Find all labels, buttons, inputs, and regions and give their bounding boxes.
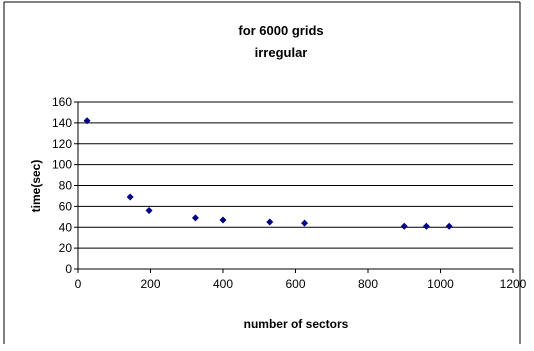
x-tick-labels: 0 200 400 600 800 1000 1200 [75, 277, 527, 291]
data-point [220, 216, 227, 223]
y-axis-title: time(sec) [29, 160, 43, 213]
data-point [446, 223, 453, 230]
y-tick-label: 140 [52, 116, 72, 130]
data-point [266, 219, 273, 226]
y-tick-label: 40 [59, 220, 73, 234]
data-point [146, 207, 153, 214]
y-tick-labels: 0 20 40 60 80 100 120 140 160 [52, 95, 72, 276]
x-tick-label: 800 [358, 277, 378, 291]
y-tick-label: 100 [52, 158, 72, 172]
y-tick-label: 80 [59, 179, 73, 193]
data-points [84, 117, 453, 229]
data-point [301, 220, 308, 227]
y-tick-label: 160 [52, 95, 72, 109]
data-point [192, 214, 199, 221]
data-point [423, 223, 430, 230]
x-tick-label: 1000 [427, 277, 454, 291]
data-point [401, 223, 408, 230]
axes [74, 102, 513, 273]
y-tick-label: 0 [65, 262, 72, 276]
x-tick-label: 1200 [500, 277, 527, 291]
y-tick-label: 20 [59, 241, 73, 255]
data-point [127, 193, 134, 200]
x-tick-label: 600 [285, 277, 305, 291]
x-tick-label: 200 [140, 277, 160, 291]
x-tick-label: 0 [75, 277, 82, 291]
y-tick-label: 120 [52, 137, 72, 151]
chart-title: for 6000 grids [238, 23, 323, 38]
chart-subtitle: irregular [255, 45, 308, 60]
x-tick-label: 400 [213, 277, 233, 291]
y-tick-label: 60 [59, 199, 73, 213]
x-axis-title: number of sectors [244, 317, 349, 331]
